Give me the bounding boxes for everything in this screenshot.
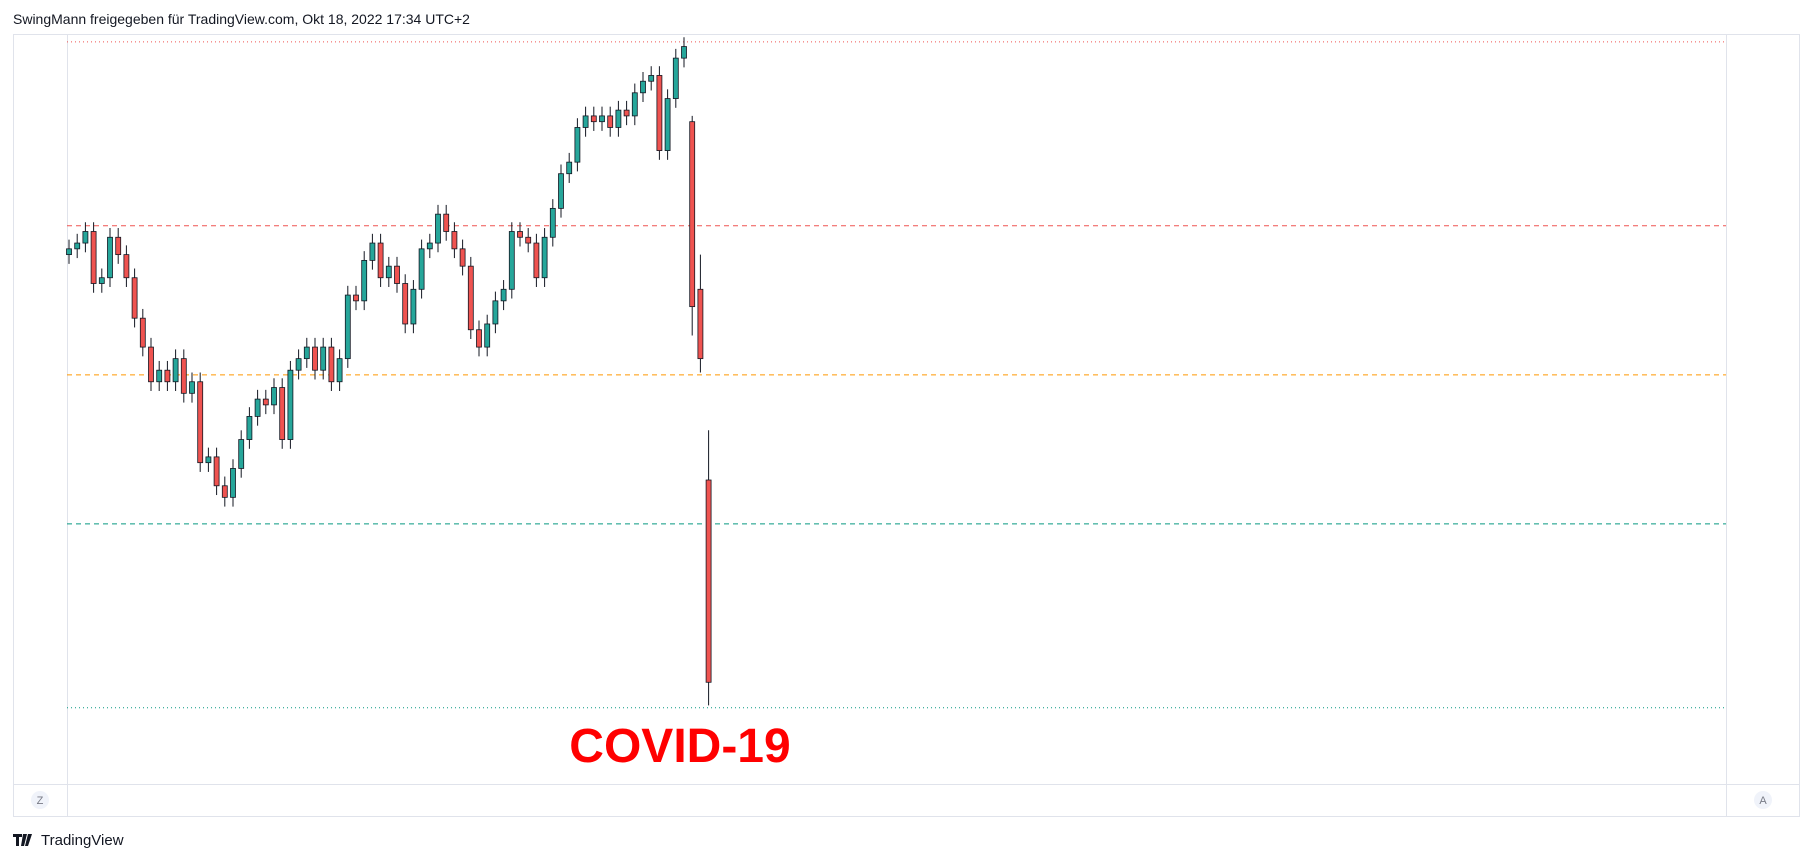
candle-body xyxy=(246,416,253,440)
candle-body xyxy=(303,346,310,360)
candle-body xyxy=(295,358,302,371)
candle-body xyxy=(492,300,499,325)
scale-button[interactable] xyxy=(1754,791,1772,809)
candle-body xyxy=(525,236,532,244)
candle-body xyxy=(402,283,409,325)
candle-body xyxy=(476,329,482,348)
logo xyxy=(13,834,32,846)
candle-body xyxy=(590,115,597,123)
candle-body xyxy=(74,242,81,250)
candle-body xyxy=(107,236,113,279)
candle-body xyxy=(131,277,138,319)
candle-body xyxy=(230,468,236,498)
candle-body xyxy=(213,456,220,487)
candle-body xyxy=(82,231,89,244)
candle-body xyxy=(697,288,704,360)
candle-body xyxy=(615,109,622,128)
candle-body xyxy=(623,109,630,117)
frame xyxy=(13,34,1800,817)
candle-body xyxy=(156,369,163,383)
candle-body xyxy=(385,265,392,279)
candle-body xyxy=(451,231,458,250)
candle-body xyxy=(287,369,294,440)
candle-body xyxy=(459,248,466,267)
candle-body xyxy=(148,346,154,383)
candle-body xyxy=(336,358,343,383)
candle-body xyxy=(664,98,671,151)
candle-body xyxy=(631,92,638,117)
candle-body xyxy=(221,485,228,498)
candle-body xyxy=(66,248,72,256)
candle-body xyxy=(656,75,663,151)
candle-body xyxy=(344,294,351,360)
candle-body xyxy=(320,346,327,371)
candle-body xyxy=(410,288,417,325)
candle-body xyxy=(418,248,425,290)
candle-body xyxy=(549,207,556,238)
candle-body xyxy=(533,242,540,279)
candle-body xyxy=(541,236,548,279)
candle-body xyxy=(574,127,581,163)
scale-button-label[interactable]: A xyxy=(1759,795,1767,807)
candle-body xyxy=(189,381,195,394)
scale-button[interactable] xyxy=(31,791,49,809)
candle-body xyxy=(361,259,368,302)
annotation: COVID-19 xyxy=(569,720,790,773)
candle-body xyxy=(435,213,441,244)
candle-body xyxy=(599,115,605,123)
candle-body xyxy=(426,242,433,250)
candle-body xyxy=(484,323,491,348)
candle-body xyxy=(689,121,696,308)
candle-body xyxy=(180,358,187,394)
candle-body xyxy=(205,456,212,464)
candle-body xyxy=(197,381,204,464)
candle-body xyxy=(254,398,261,417)
scale-button-label[interactable]: Z xyxy=(37,795,44,807)
candle-body xyxy=(369,242,376,261)
candle-body xyxy=(353,294,359,302)
candle-body xyxy=(115,236,122,256)
candle-body xyxy=(607,115,614,128)
candle-body xyxy=(582,115,589,128)
candle-body xyxy=(279,387,286,440)
candle-body xyxy=(648,75,655,82)
candle-body xyxy=(164,369,171,383)
candle-body xyxy=(517,231,523,238)
candle-body xyxy=(640,80,646,94)
footer: TradingView xyxy=(41,832,124,849)
candle-body xyxy=(312,346,318,371)
candle-body xyxy=(377,242,384,279)
candle-body xyxy=(508,231,515,290)
candle-body xyxy=(123,254,130,279)
candle-body xyxy=(90,231,97,284)
candle-body xyxy=(467,265,474,331)
candle-body xyxy=(271,387,277,406)
candle-body xyxy=(328,346,335,383)
candle-body xyxy=(98,277,105,284)
candle-body xyxy=(262,398,269,406)
candle-body xyxy=(394,265,400,284)
candle-body xyxy=(558,173,564,209)
candle-body xyxy=(566,161,573,175)
candle-body xyxy=(172,358,179,383)
candle-body xyxy=(139,317,146,348)
candle-body xyxy=(500,288,507,302)
header: SwingMann freigegeben für TradingView.co… xyxy=(13,11,470,27)
candle-body xyxy=(705,479,712,683)
candle-body xyxy=(672,57,679,99)
plot xyxy=(66,37,1726,709)
candle-body xyxy=(681,46,687,59)
candle-body xyxy=(238,439,245,469)
candle-body xyxy=(443,213,450,232)
